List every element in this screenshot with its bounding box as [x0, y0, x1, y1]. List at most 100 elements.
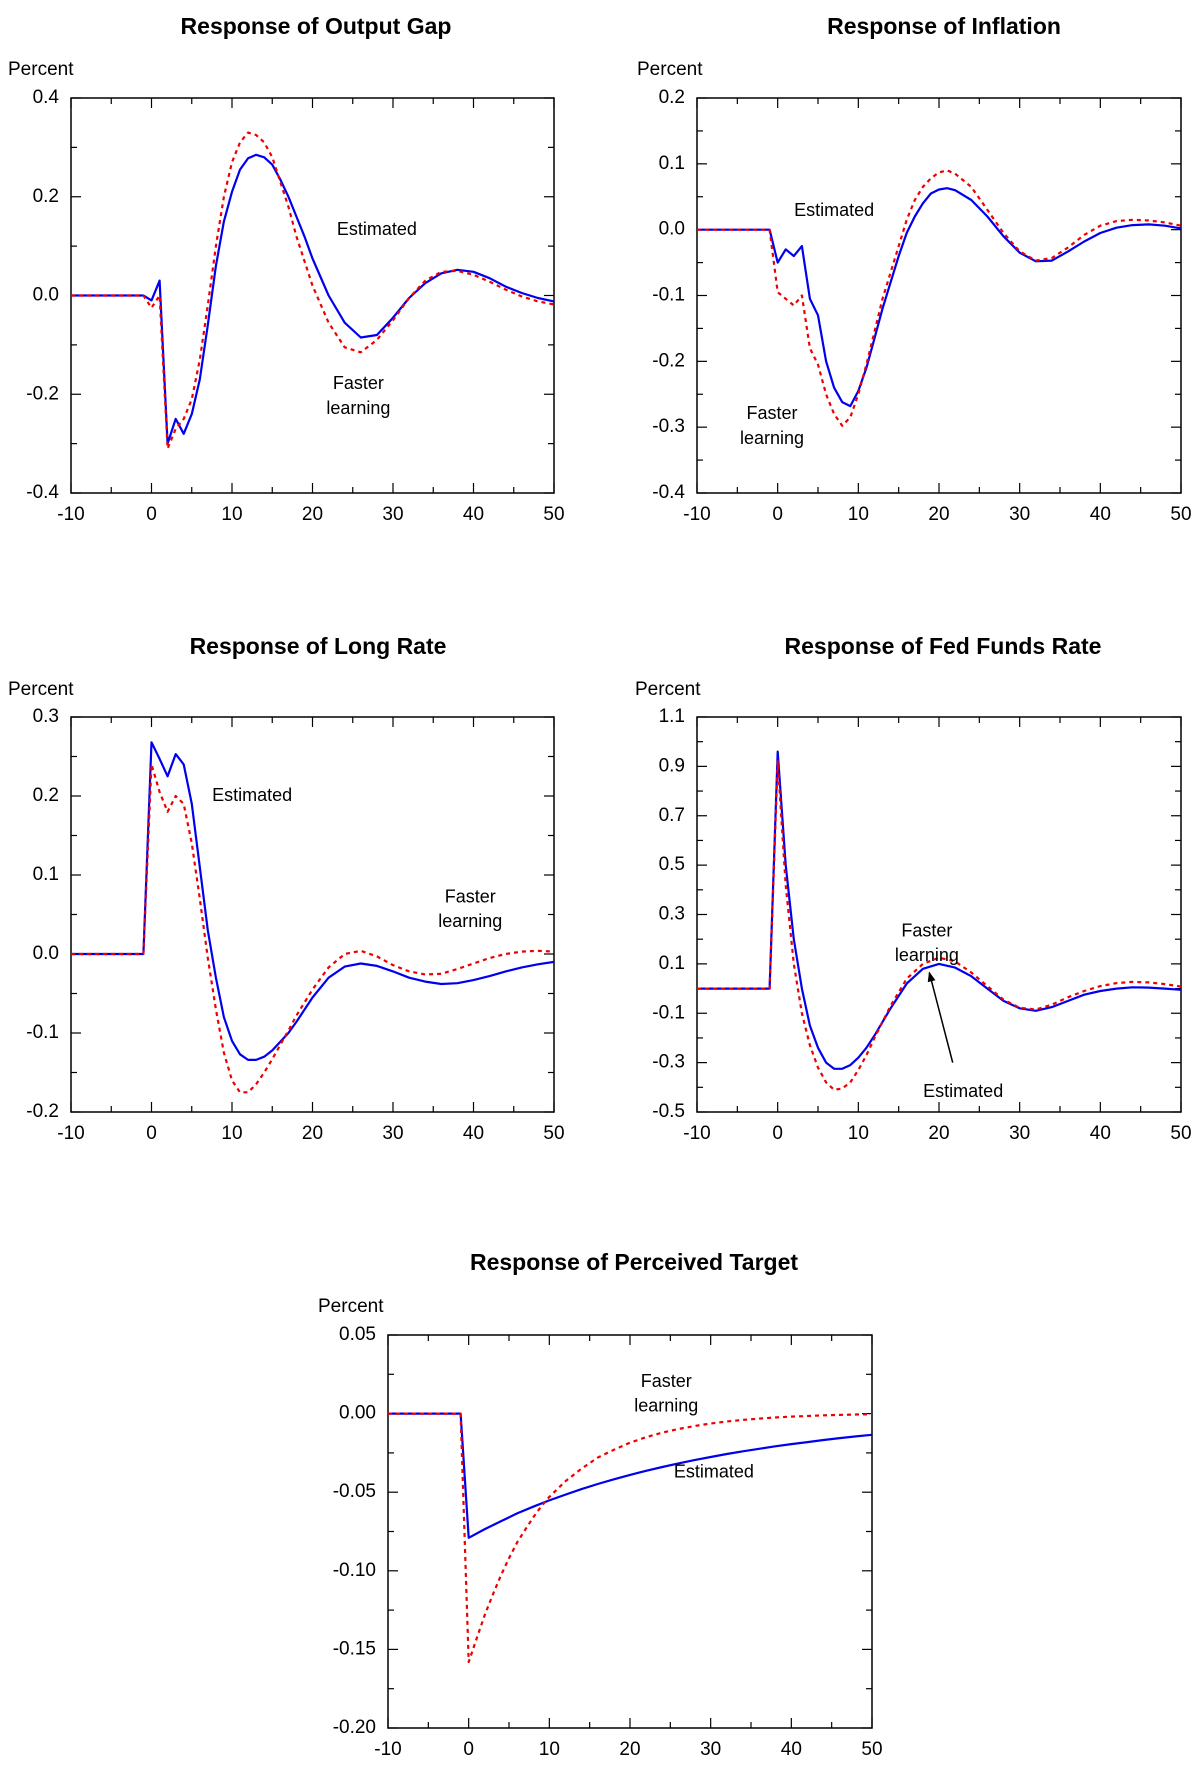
y-tick-label: 0.2 [659, 87, 685, 108]
x-tick-label: 0 [772, 1123, 783, 1144]
x-tick-label: 40 [1090, 504, 1111, 525]
y-tick-label: 0.2 [33, 186, 59, 207]
x-tick-label: 30 [382, 1123, 403, 1144]
x-tick-label: 50 [1170, 1123, 1191, 1144]
annotation-label: learning [326, 398, 390, 418]
x-tick-label: 50 [543, 1123, 564, 1144]
y-tick-label: -0.5 [652, 1101, 685, 1122]
annotation-label: Faster [445, 886, 496, 906]
x-tick-label: 0 [146, 504, 157, 525]
y-tick-label: -0.2 [26, 1101, 59, 1122]
x-tick-label: 10 [848, 504, 869, 525]
annotation-label: learning [634, 1396, 698, 1416]
x-tick-label: 0 [146, 1123, 157, 1144]
x-tick-label: 10 [848, 1123, 869, 1144]
y-tick-label: -0.2 [26, 383, 59, 404]
x-tick-label: 0 [463, 1739, 474, 1760]
annotation-label: learning [740, 428, 804, 448]
y-tick-label: -0.3 [652, 1052, 685, 1073]
x-tick-label: 0 [772, 504, 783, 525]
annotation-label: Faster [333, 373, 384, 393]
y-tick-label: 0.00 [339, 1403, 376, 1424]
x-tick-label: 10 [221, 1123, 242, 1144]
y-tick-label: 0.0 [33, 943, 59, 964]
chart-title: Response of Output Gap [181, 13, 452, 39]
annotation-label: learning [438, 911, 502, 931]
annotation-label: Estimated [794, 200, 874, 220]
y-tick-label: 0.1 [33, 864, 59, 885]
series-line-estimated [71, 741, 555, 1062]
chart-title: Response of Fed Funds Rate [785, 633, 1102, 659]
chart-panel-5: Response of Perceived Target Percent -10 0 1… [318, 1249, 883, 1760]
series-line-estimated [697, 187, 1182, 408]
y-tick-label: 0.0 [659, 219, 685, 240]
y-tick-label: -0.4 [26, 482, 59, 503]
y-tick-label: -0.10 [333, 1560, 376, 1581]
y-tick-label: 0.9 [659, 755, 685, 776]
x-tick-label: -10 [57, 504, 84, 525]
y-axis-unit-label: Percent [635, 679, 701, 700]
y-tick-label: 0.2 [33, 785, 59, 806]
y-tick-label: 0.1 [659, 953, 685, 974]
y-axis-unit-label: Percent [318, 1296, 384, 1317]
chart-title: Response of Inflation [827, 13, 1061, 39]
y-axis-unit-label: Percent [8, 59, 74, 80]
y-tick-label: -0.05 [333, 1481, 376, 1502]
x-tick-label: 30 [1009, 504, 1030, 525]
chart-title: Response of Long Rate [190, 633, 447, 659]
series-line-faster-learning [388, 1412, 873, 1664]
annotation-label: Estimated [212, 785, 292, 805]
x-tick-label: 20 [928, 504, 949, 525]
annotation-label: Estimated [674, 1461, 754, 1481]
x-tick-label: 40 [781, 1739, 802, 1760]
x-tick-label: 30 [700, 1739, 721, 1760]
y-tick-label: -0.2 [652, 350, 685, 371]
annotation-label: Faster [747, 403, 798, 423]
chart-panel-3: Response of Long Rate Percent -10 0 10 20 30 40… [8, 633, 565, 1144]
series-line-estimated [388, 1412, 873, 1539]
y-tick-label: -0.1 [652, 1002, 685, 1023]
annotation-label: Faster [641, 1371, 692, 1391]
y-tick-label: 0.5 [659, 854, 685, 875]
x-tick-label: 20 [302, 1123, 323, 1144]
annotation-label: learning [895, 945, 959, 965]
y-tick-label: -0.4 [652, 482, 685, 503]
y-tick-label: 0.05 [339, 1324, 376, 1345]
x-tick-label: 40 [463, 504, 484, 525]
chart-panel-2: Response of Inflation Percent -10 0 10 20 30 40… [637, 13, 1192, 525]
x-tick-label: 30 [1009, 1123, 1030, 1144]
series-line-faster-learning [697, 169, 1182, 427]
y-tick-label: 0.3 [659, 904, 685, 925]
chart-panel-1: Response of Output Gap Percent -10 0 10 20 30 4… [8, 13, 565, 525]
x-tick-label: 40 [463, 1123, 484, 1144]
y-tick-label: -0.20 [333, 1717, 376, 1738]
series-line-faster-learning [71, 131, 555, 450]
x-tick-label: -10 [683, 1123, 710, 1144]
x-tick-label: -10 [683, 504, 710, 525]
y-tick-label: 0.0 [33, 285, 59, 306]
y-tick-label: -0.3 [652, 416, 685, 437]
annotation-arrow [927, 971, 954, 1063]
x-tick-label: 10 [221, 504, 242, 525]
series-line-faster-learning [697, 760, 1182, 1091]
y-tick-label: -0.1 [26, 1022, 59, 1043]
annotation-label: Faster [901, 921, 952, 941]
y-tick-label: 1.1 [659, 706, 685, 727]
x-tick-label: -10 [57, 1123, 84, 1144]
x-tick-label: 20 [302, 504, 323, 525]
x-tick-label: 50 [543, 504, 564, 525]
series-line-estimated [71, 153, 555, 445]
chart-title: Response of Perceived Target [470, 1249, 798, 1275]
x-tick-label: -10 [374, 1739, 401, 1760]
y-tick-label: 0.4 [33, 87, 60, 108]
y-axis-unit-label: Percent [637, 59, 703, 80]
y-tick-label: 0.3 [33, 706, 59, 727]
y-axis-unit-label: Percent [8, 679, 74, 700]
annotation-label: Estimated [923, 1081, 1003, 1101]
y-tick-label: 0.7 [659, 805, 685, 826]
x-tick-label: 30 [382, 504, 403, 525]
y-tick-label: -0.1 [652, 285, 685, 306]
x-tick-label: 20 [928, 1123, 949, 1144]
y-tick-label: 0.1 [659, 153, 685, 174]
